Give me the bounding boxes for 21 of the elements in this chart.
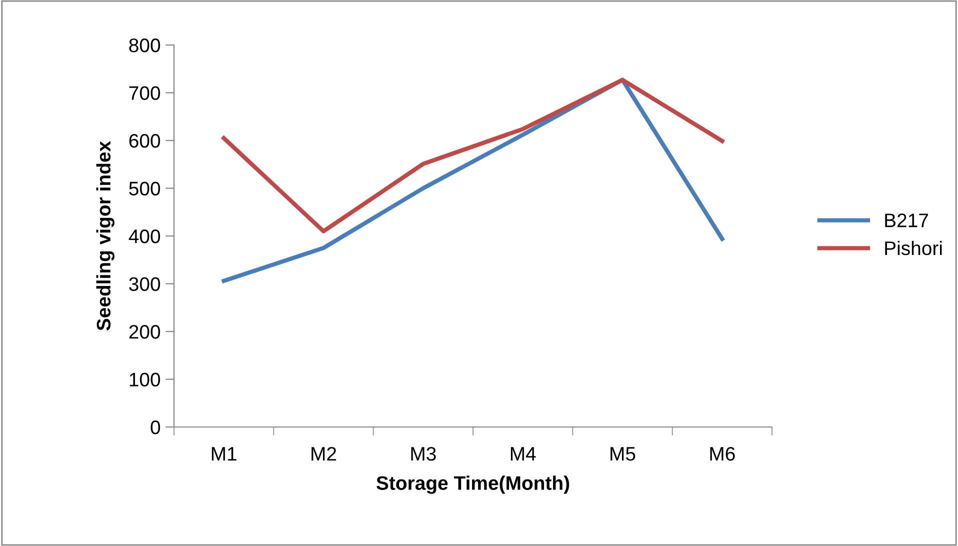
legend-label: Pishori [885, 240, 942, 256]
legend-label: B217 [885, 214, 928, 228]
y-tick-label: 0 [150, 420, 160, 434]
x-tick-label: M6 [710, 446, 735, 461]
y-tick-label: 300 [129, 277, 160, 291]
y-tick-label: 200 [129, 324, 160, 339]
y-axis-title: Seedling vigor index [96, 141, 114, 331]
x-tick-label: M4 [510, 447, 536, 461]
line-series [222, 78, 724, 283]
y-tick-label: 100 [130, 372, 160, 386]
x-tick-label: M2 [312, 446, 336, 461]
x-tick-label: M1 [212, 447, 236, 461]
y-tick-label: 400 [128, 229, 160, 244]
y-tick-label: 700 [129, 86, 160, 100]
y-tick-label: 600 [129, 134, 160, 148]
x-tick-label: M5 [610, 447, 636, 461]
x-tick-label: M3 [411, 446, 436, 461]
x-axis-title: Storage Time(Month) [376, 476, 570, 494]
line-series [222, 78, 724, 234]
y-tick-label: 800 [129, 38, 160, 52]
y-tick-label: 500 [129, 182, 160, 196]
